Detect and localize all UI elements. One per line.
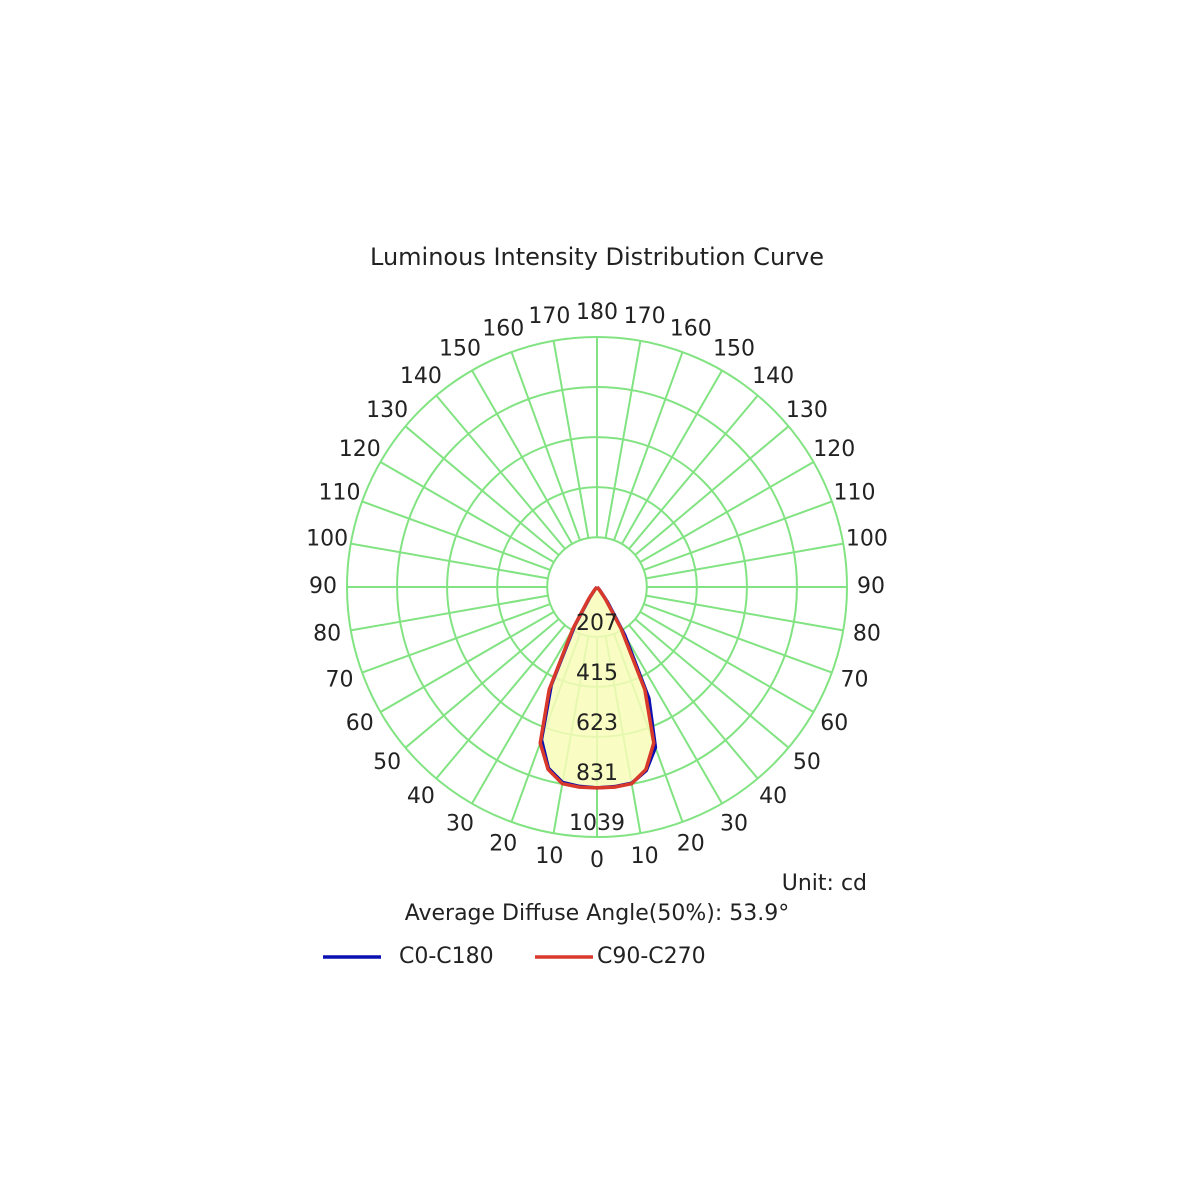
r-tick-label: 831 bbox=[576, 761, 618, 786]
diffuse-angle-note: Average Diffuse Angle(50%): 53.9° bbox=[405, 901, 790, 926]
angle-label: 60 bbox=[820, 711, 848, 736]
angle-label: 70 bbox=[326, 668, 354, 693]
angle-label: 40 bbox=[407, 784, 435, 809]
angle-label: 140 bbox=[400, 364, 442, 389]
angle-label: 40 bbox=[759, 784, 787, 809]
angle-label: 170 bbox=[528, 304, 570, 329]
angle-label: 10 bbox=[631, 844, 659, 869]
r-tick-label: 1039 bbox=[569, 811, 625, 836]
angle-label: 10 bbox=[535, 844, 563, 869]
angle-label: 110 bbox=[319, 480, 361, 505]
angle-label: 30 bbox=[446, 811, 474, 836]
angle-label: 60 bbox=[346, 711, 374, 736]
angle-label: 130 bbox=[786, 398, 828, 423]
r-tick-label: 207 bbox=[576, 611, 618, 636]
angle-label: 70 bbox=[840, 668, 868, 693]
angle-label: 80 bbox=[313, 622, 341, 647]
angle-label: 30 bbox=[720, 811, 748, 836]
angle-label: 90 bbox=[309, 574, 337, 599]
intensity-curve bbox=[538, 585, 656, 790]
r-tick-label: 623 bbox=[576, 711, 618, 736]
unit-label: Unit: cd bbox=[782, 871, 867, 896]
angle-label: 120 bbox=[339, 437, 381, 462]
angle-label: 100 bbox=[306, 526, 348, 551]
angle-label: 100 bbox=[846, 526, 888, 551]
angle-label: 50 bbox=[793, 750, 821, 775]
angle-label: 160 bbox=[670, 317, 712, 342]
angle-label: 160 bbox=[482, 317, 524, 342]
angle-label: 90 bbox=[857, 574, 885, 599]
angle-label: 50 bbox=[373, 750, 401, 775]
legend-label: C0-C180 bbox=[399, 944, 494, 969]
r-tick-label: 415 bbox=[576, 661, 618, 686]
angle-label: 150 bbox=[439, 337, 481, 362]
angle-label: 20 bbox=[677, 831, 705, 856]
angle-label: 150 bbox=[713, 337, 755, 362]
angle-label: 140 bbox=[752, 364, 794, 389]
angle-label: 20 bbox=[489, 831, 517, 856]
angle-label: 110 bbox=[833, 480, 875, 505]
ring bbox=[346, 336, 848, 838]
angle-label: 80 bbox=[853, 622, 881, 647]
angle-label: 170 bbox=[624, 304, 666, 329]
chart-title: Luminous Intensity Distribution Curve bbox=[370, 243, 824, 271]
angle-label: 120 bbox=[813, 437, 855, 462]
angle-label: 180 bbox=[576, 300, 618, 325]
legend-label: C90-C270 bbox=[597, 944, 706, 969]
curve-fill bbox=[540, 587, 654, 788]
angle-label: 130 bbox=[366, 398, 408, 423]
angle-label: 0 bbox=[590, 848, 604, 873]
